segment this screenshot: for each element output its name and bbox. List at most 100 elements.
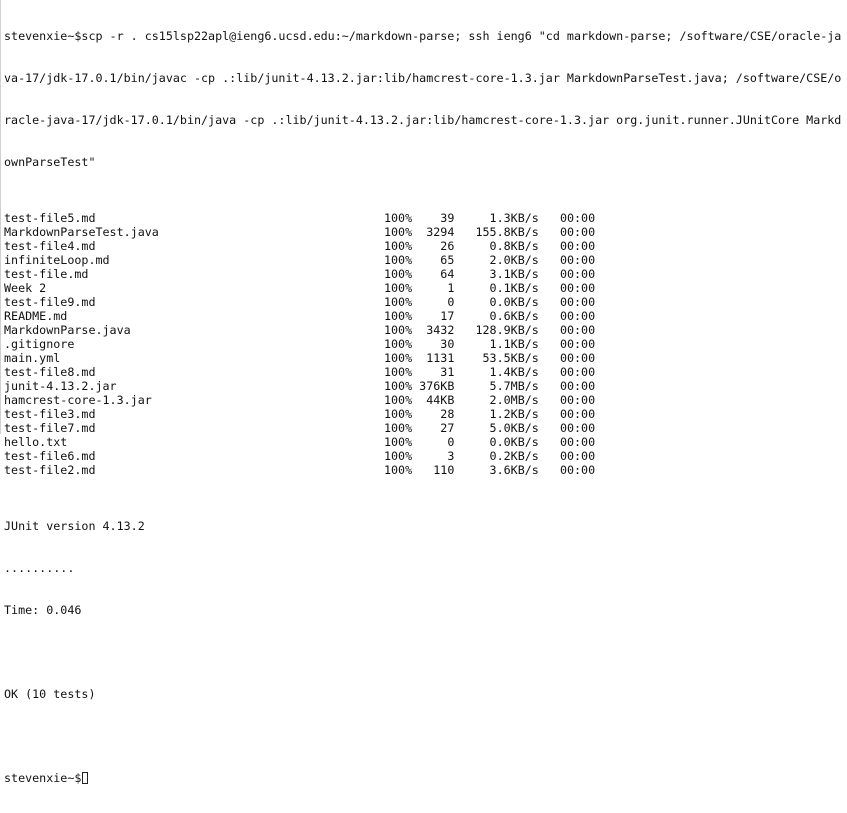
transfer-file-name: README.md [4, 309, 384, 323]
transfer-file-name: test-file4.md [4, 239, 384, 253]
transfer-file-name: test-file5.md [4, 211, 384, 225]
transfer-percent: 100% [383, 337, 413, 351]
transfer-time: 00:00 [538, 281, 596, 295]
transfer-size: 0 [412, 295, 455, 309]
transfer-row: hamcrest-core-1.3.jar 100% 44KB 2.0MB/s … [4, 393, 843, 407]
transfer-rate: 1.4KB/s [454, 365, 539, 379]
transfer-size: 31 [412, 365, 455, 379]
transfer-percent: 100% [383, 421, 413, 435]
transfer-time: 00:00 [538, 393, 596, 407]
transfer-rate: 155.8KB/s [454, 225, 539, 239]
transfer-time: 00:00 [538, 267, 596, 281]
transfer-size: 28 [412, 407, 455, 421]
transfer-file-name: test-file3.md [4, 407, 384, 421]
blank-line [4, 645, 843, 659]
command-line-3: racle-java-17/jdk-17.0.1/bin/java -cp .:… [4, 113, 842, 127]
transfer-size: 44KB [412, 393, 455, 407]
transfer-file-name: main.yml [4, 351, 384, 365]
transfer-size: 1 [412, 281, 455, 295]
transfer-size: 3432 [412, 323, 455, 337]
transfer-percent: 100% [383, 393, 413, 407]
transfer-row: test-file2.md 100% 110 3.6KB/s 00:00 [4, 463, 843, 477]
transfer-time: 00:00 [538, 435, 596, 449]
transfer-rate: 5.0KB/s [454, 421, 539, 435]
transfer-file-name: test-file9.md [4, 295, 384, 309]
transfer-time: 00:00 [538, 351, 596, 365]
transfer-percent: 100% [383, 463, 413, 477]
transfer-rate: 0.0KB/s [454, 435, 539, 449]
transfer-file-name: test-file7.md [4, 421, 384, 435]
transfer-rate: 5.7MB/s [454, 379, 539, 393]
prompt-line[interactable]: stevenxie~$ [4, 771, 843, 785]
transfer-time: 00:00 [538, 295, 596, 309]
test-time-line: Time: 0.046 [4, 603, 82, 617]
transfer-rate: 0.1KB/s [454, 281, 539, 295]
transfer-file-name: MarkdownParse.java [4, 323, 384, 337]
transfer-row: test-file5.md 100% 39 1.3KB/s 00:00 [4, 211, 843, 225]
transfer-file-name: test-file2.md [4, 463, 384, 477]
transfer-percent: 100% [383, 253, 413, 267]
transfer-file-name: junit-4.13.2.jar [4, 379, 384, 393]
transfer-file-name: hello.txt [4, 435, 384, 449]
transfer-time: 00:00 [538, 225, 596, 239]
transfer-rate: 2.0MB/s [454, 393, 539, 407]
transfer-row: test-file9.md 100% 0 0.0KB/s 00:00 [4, 295, 843, 309]
transfer-time: 00:00 [538, 421, 596, 435]
terminal-output: stevenxie~$scp -r . cs15lsp22apl@ieng6.u… [4, 1, 843, 813]
transfer-size: 65 [412, 253, 455, 267]
transfer-rate: 3.1KB/s [454, 267, 539, 281]
transfer-list: test-file5.md 100% 39 1.3KB/s 00:00 Markd… [4, 211, 843, 477]
transfer-size: 110 [412, 463, 455, 477]
transfer-percent: 100% [383, 365, 413, 379]
transfer-percent: 100% [383, 449, 413, 463]
transfer-size: 1131 [412, 351, 455, 365]
test-progress-dots: .......... [4, 561, 75, 575]
transfer-row: MarkdownParseTest.java 100% 3294 155.8KB… [4, 225, 843, 239]
transfer-row: MarkdownParse.java 100% 3432 128.9KB/s 0… [4, 323, 843, 337]
transfer-rate: 1.2KB/s [454, 407, 539, 421]
transfer-rate: 1.1KB/s [454, 337, 539, 351]
transfer-file-name: test-file8.md [4, 365, 384, 379]
transfer-size: 39 [412, 211, 455, 225]
transfer-percent: 100% [383, 295, 413, 309]
prompt-text: stevenxie~$ [4, 771, 82, 785]
blank-line [4, 729, 843, 743]
transfer-percent: 100% [383, 225, 413, 239]
transfer-time: 00:00 [538, 323, 596, 337]
transfer-size: 3 [412, 449, 455, 463]
text-cursor [82, 772, 89, 784]
transfer-percent: 100% [383, 281, 413, 295]
junit-version-line: JUnit version 4.13.2 [4, 519, 145, 533]
transfer-size: 376KB [412, 379, 455, 393]
transfer-percent: 100% [383, 351, 413, 365]
transfer-rate: 3.6KB/s [454, 463, 539, 477]
transfer-size: 64 [412, 267, 455, 281]
transfer-row: README.md 100% 17 0.6KB/s 00:00 [4, 309, 843, 323]
test-result-line: OK (10 tests) [4, 687, 96, 701]
command-line-1: stevenxie~$scp -r . cs15lsp22apl@ieng6.u… [4, 29, 842, 43]
transfer-row: junit-4.13.2.jar 100% 376KB 5.7MB/s 00:0… [4, 379, 843, 393]
transfer-file-name: test-file.md [4, 267, 384, 281]
transfer-file-name: MarkdownParseTest.java [4, 225, 384, 239]
transfer-file-name: infiniteLoop.md [4, 253, 384, 267]
transfer-row: test-file7.md 100% 27 5.0KB/s 00:00 [4, 421, 843, 435]
transfer-row: infiniteLoop.md 100% 65 2.0KB/s 00:00 [4, 253, 843, 267]
transfer-row: test-file.md 100% 64 3.1KB/s 00:00 [4, 267, 843, 281]
transfer-size: 3294 [412, 225, 455, 239]
transfer-file-name: .gitignore [4, 337, 384, 351]
transfer-time: 00:00 [538, 253, 596, 267]
terminal-window[interactable]: stevenxie~$scp -r . cs15lsp22apl@ieng6.u… [0, 0, 847, 785]
transfer-rate: 0.2KB/s [454, 449, 539, 463]
transfer-row: .gitignore 100% 30 1.1KB/s 00:00 [4, 337, 843, 351]
transfer-rate: 0.6KB/s [454, 309, 539, 323]
transfer-row: test-file8.md 100% 31 1.4KB/s 00:00 [4, 365, 843, 379]
transfer-size: 26 [412, 239, 455, 253]
transfer-size: 17 [412, 309, 455, 323]
transfer-time: 00:00 [538, 211, 596, 225]
transfer-row: main.yml 100% 1131 53.5KB/s 00:00 [4, 351, 843, 365]
command-line-4: ownParseTest" [4, 155, 96, 169]
transfer-time: 00:00 [538, 449, 596, 463]
transfer-row: hello.txt 100% 0 0.0KB/s 00:00 [4, 435, 843, 449]
transfer-file-name: Week 2 [4, 281, 384, 295]
transfer-time: 00:00 [538, 407, 596, 421]
